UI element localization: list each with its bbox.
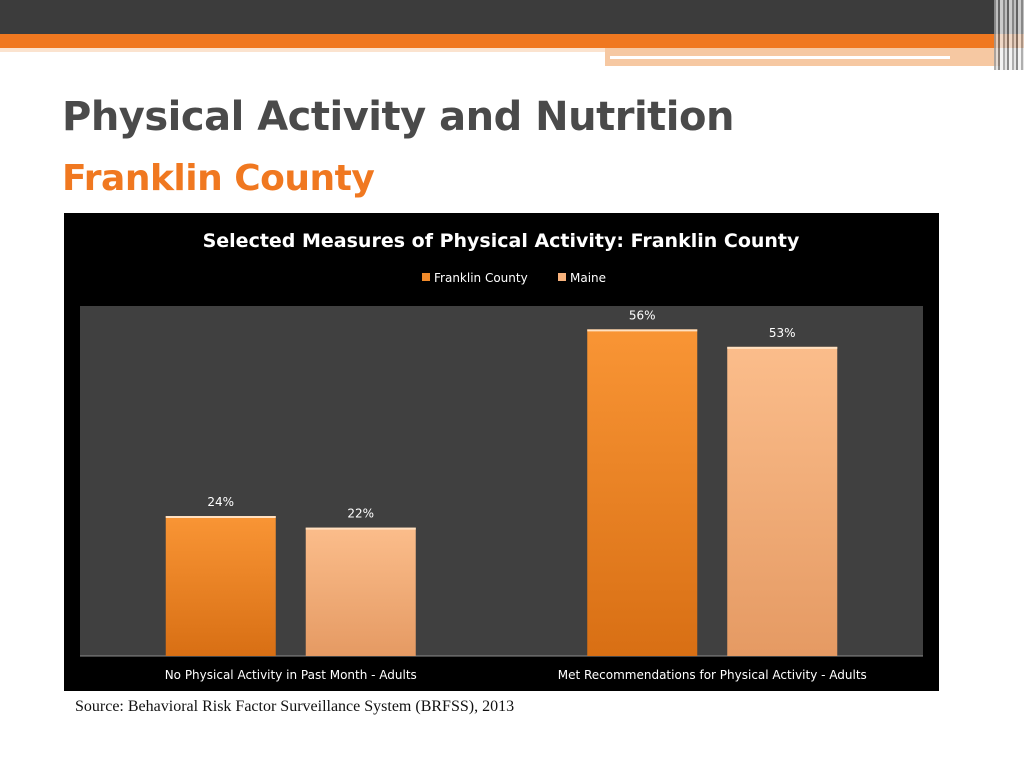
chart-legend: Franklin County Maine bbox=[422, 271, 606, 285]
chart-title: Selected Measures of Physical Activity: … bbox=[203, 230, 800, 252]
x-axis-labels: No Physical Activity in Past Month - Adu… bbox=[165, 668, 867, 682]
bar bbox=[587, 329, 698, 656]
legend-label: Maine bbox=[570, 271, 606, 285]
header-orange-band bbox=[0, 34, 1024, 48]
chart-container: Selected Measures of Physical Activity: … bbox=[64, 213, 939, 691]
data-label: 56% bbox=[629, 308, 656, 322]
bar-series-group: 24% 22% 56% 53% bbox=[165, 308, 838, 656]
data-label: 53% bbox=[769, 326, 796, 340]
page-subtitle: Franklin County bbox=[62, 158, 375, 199]
page-title: Physical Activity and Nutrition bbox=[62, 94, 734, 140]
source-note: Source: Behavioral Risk Factor Surveilla… bbox=[75, 698, 515, 715]
data-label: 24% bbox=[207, 495, 234, 509]
bar bbox=[305, 527, 416, 656]
header-white-line bbox=[610, 56, 950, 59]
x-tick-label: No Physical Activity in Past Month - Adu… bbox=[165, 668, 417, 682]
legend-swatch bbox=[422, 273, 430, 281]
header-dark-band bbox=[0, 0, 1024, 34]
bar bbox=[727, 346, 838, 656]
header-decorative-stripes bbox=[994, 0, 1024, 70]
x-tick-label: Met Recommendations for Physical Activit… bbox=[558, 668, 867, 682]
legend-swatch bbox=[558, 273, 566, 281]
header-light-band bbox=[0, 48, 605, 52]
data-label: 22% bbox=[347, 507, 374, 521]
bar-chart: Selected Measures of Physical Activity: … bbox=[80, 230, 923, 682]
legend-label: Franklin County bbox=[434, 271, 528, 285]
bar bbox=[165, 516, 276, 656]
